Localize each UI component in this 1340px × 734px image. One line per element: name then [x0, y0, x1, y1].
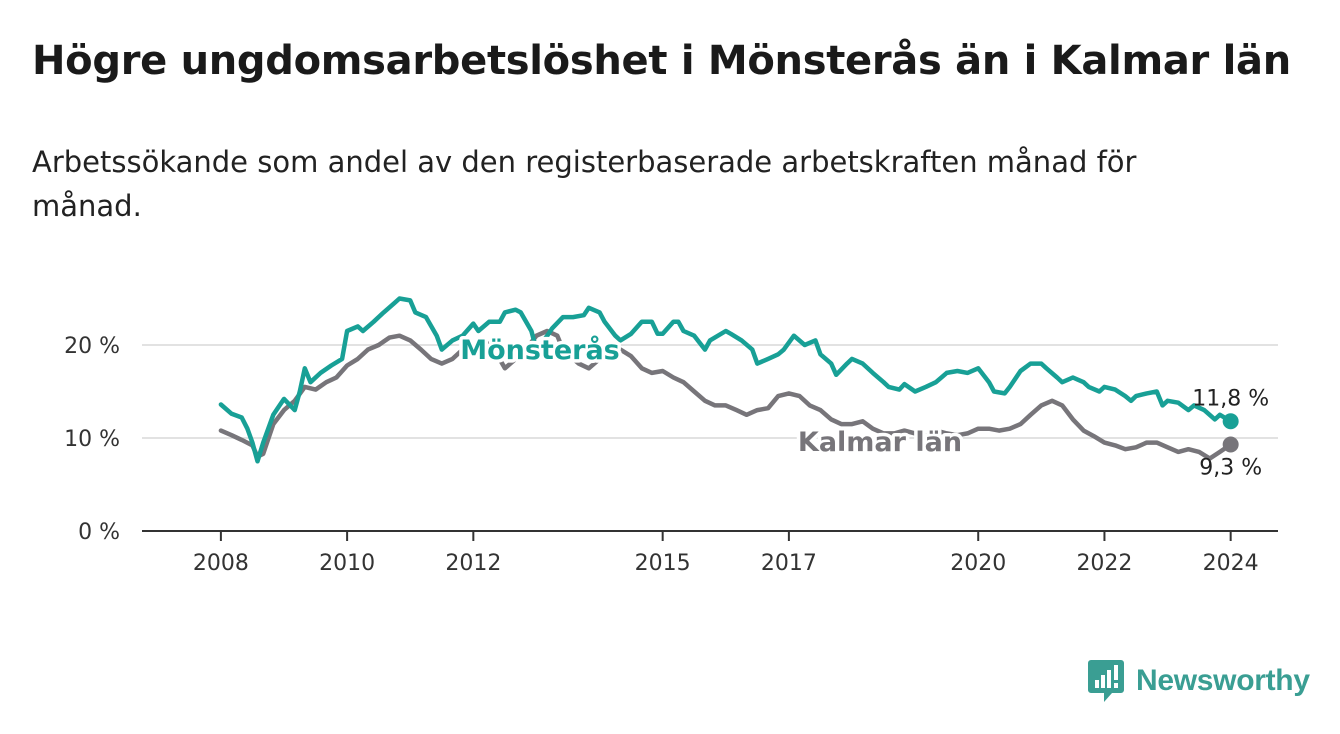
- brand-logo: Newsworthy: [1088, 660, 1310, 702]
- series-labels: 11,8 % 9,3 % Mönsterås Kalmar län: [457, 331, 1269, 481]
- x-tick-label: 2017: [761, 551, 817, 576]
- series-lines: [218, 296, 1239, 464]
- axes: 0 % 10 % 20 % 2008 2010 2012 2015 2017 2020 2022 2…: [64, 334, 1278, 576]
- y-tick-label: 10 %: [64, 427, 120, 452]
- x-tick-label: 2022: [1076, 551, 1132, 576]
- x-tick-label: 2024: [1203, 551, 1259, 576]
- end-value-label: 11,8 %: [1192, 386, 1269, 411]
- series-line: [218, 296, 1233, 464]
- grid-lines: [142, 344, 1278, 439]
- x-tick-label: 2015: [635, 551, 691, 576]
- end-point-marker: [1222, 413, 1239, 430]
- end-point-marker: [1222, 436, 1239, 453]
- series-name-label: Kalmar län: [798, 427, 962, 458]
- y-tick-label: 20 %: [64, 334, 120, 359]
- page-subtitle: Arbetssökande som andel av den registerb…: [32, 145, 1137, 223]
- newsworthy-logo-icon: [1088, 660, 1124, 702]
- x-tick-label: 2020: [950, 551, 1006, 576]
- y-tick-label: 0 %: [78, 520, 120, 545]
- brand-name: Newsworthy: [1136, 664, 1310, 697]
- end-value-label: 9,3 %: [1199, 456, 1262, 481]
- series-line: [218, 328, 1233, 461]
- series-name-label: Mönsterås: [460, 334, 620, 366]
- x-tick-label: 2008: [193, 551, 249, 576]
- page-title: Högre ungdomsarbetslöshet i Mönsterås än…: [32, 38, 1291, 84]
- x-tick-label: 2010: [319, 551, 375, 576]
- x-tick-label: 2012: [445, 551, 501, 576]
